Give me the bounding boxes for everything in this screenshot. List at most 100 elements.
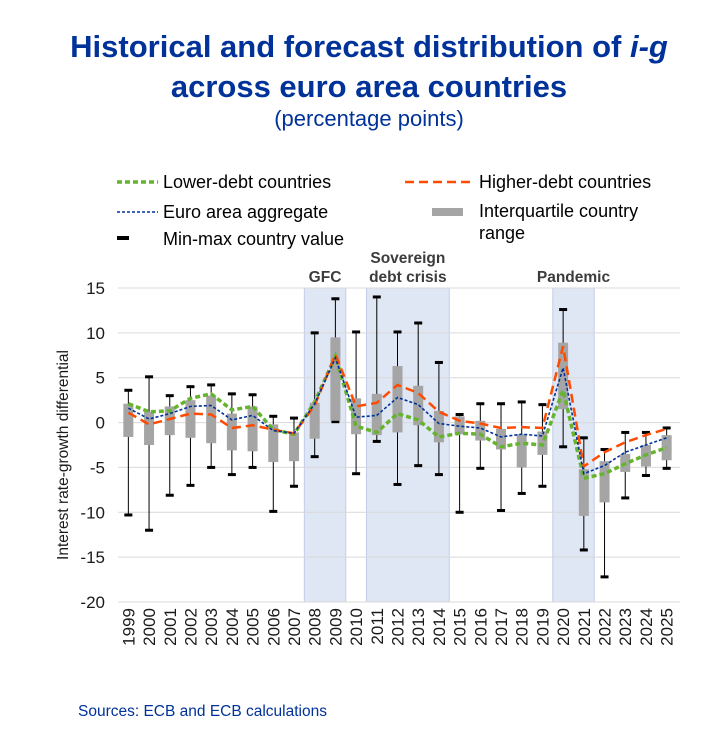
- interquartile-bar: [351, 398, 362, 435]
- y-tick-label: -20: [80, 593, 105, 612]
- max-country-marker: [455, 412, 464, 416]
- interquartile-bar: [330, 337, 341, 421]
- interquartile-bar: [309, 402, 320, 439]
- min-country-marker: [600, 575, 609, 579]
- y-tick-label: -15: [80, 548, 105, 567]
- legend-label-lower-debt: Lower-debt countries: [163, 172, 331, 192]
- min-country-marker: [455, 510, 464, 514]
- x-tick-label: 2012: [389, 608, 408, 646]
- x-tick-label: 2017: [492, 608, 511, 646]
- interquartile-bar: [516, 434, 527, 468]
- max-country-marker: [497, 402, 506, 406]
- x-tick-label: 2011: [368, 608, 387, 645]
- year-distribution: [433, 360, 444, 477]
- x-tick-label: 2013: [409, 608, 428, 646]
- shaded-period-label: Pandemic: [537, 269, 611, 286]
- series-line-euro-area-aggregate: [128, 355, 667, 475]
- legend-label-interquartile-line1: Interquartile country: [479, 201, 638, 221]
- interquartile-bar: [288, 432, 299, 462]
- min-country-marker: [352, 472, 361, 476]
- shaded-period-label: Sovereign: [370, 250, 445, 267]
- max-country-marker: [352, 330, 361, 334]
- interquartile-bar: [268, 424, 279, 463]
- year-distribution: [454, 412, 465, 514]
- min-country-marker: [517, 491, 526, 495]
- y-tick-label: 10: [86, 324, 105, 343]
- shaded-period-label: debt crisis: [369, 269, 447, 286]
- max-country-marker: [186, 385, 195, 389]
- min-country-marker: [393, 482, 402, 486]
- chart-title-line1-text: Historical and forecast distribution of: [70, 29, 622, 64]
- year-distribution: [599, 447, 610, 579]
- max-country-marker: [579, 436, 588, 440]
- min-country-marker: [248, 465, 257, 469]
- interquartile-bar: [247, 406, 258, 452]
- year-distribution: [268, 414, 279, 513]
- y-tick-label: 15: [86, 279, 105, 298]
- interquartile-bar: [578, 469, 589, 516]
- max-country-marker: [145, 375, 154, 379]
- x-tick-label: 2014: [430, 608, 449, 646]
- interquartile-bar: [599, 461, 610, 503]
- max-country-marker: [393, 330, 402, 334]
- shaded-period-label: GFC: [309, 269, 342, 286]
- x-tick-label: 2019: [533, 608, 552, 646]
- interquartile-bar: [206, 395, 217, 444]
- min-country-marker: [124, 513, 133, 517]
- legend-label-higher-debt: Higher-debt countries: [479, 172, 651, 192]
- interquartile-bar: [558, 342, 569, 410]
- max-country-marker: [289, 416, 298, 420]
- max-country-marker: [641, 430, 650, 434]
- x-tick-label: 2005: [244, 608, 263, 646]
- min-country-marker: [579, 548, 588, 552]
- max-country-marker: [559, 308, 568, 312]
- x-tick-label: 2024: [637, 608, 656, 646]
- year-distribution: [144, 375, 155, 532]
- shaded-period-band: [552, 287, 595, 603]
- min-country-marker: [538, 484, 547, 488]
- interquartile-bar: [123, 403, 134, 437]
- y-axis-ticks: 15 10 5 0 -5 -10 -15 -20: [80, 279, 105, 612]
- min-country-marker: [414, 464, 423, 468]
- max-country-marker: [310, 331, 319, 335]
- min-country-marker: [186, 483, 195, 487]
- year-distribution: [309, 331, 320, 459]
- legend: Lower-debt countries Higher-debt countri…: [117, 172, 651, 249]
- x-tick-label: 2008: [306, 608, 325, 646]
- chart-title: Historical and forecast distribution of …: [0, 27, 718, 107]
- legend-item-higher-debt: Higher-debt countries: [405, 172, 651, 192]
- x-tick-label: 1999: [119, 608, 138, 646]
- series-line-higher-debt-countries: [127, 345, 667, 469]
- x-tick-label: 2020: [554, 608, 573, 646]
- min-country-marker: [434, 473, 443, 477]
- max-country-marker: [165, 394, 174, 398]
- year-distribution: [516, 400, 527, 495]
- x-tick-label: 2003: [202, 608, 221, 646]
- series-lines: [127, 345, 668, 481]
- max-country-marker: [517, 400, 526, 404]
- legend-swatch-interquartile: [432, 208, 463, 216]
- y-tick-label: 5: [96, 369, 105, 388]
- x-tick-label: 2007: [285, 608, 304, 646]
- min-country-marker: [269, 509, 278, 513]
- min-country-marker: [476, 466, 485, 470]
- max-country-marker: [621, 430, 630, 434]
- min-country-marker: [559, 445, 568, 449]
- max-country-marker: [124, 388, 133, 392]
- year-distribution: [351, 330, 362, 476]
- legend-item-euro-area: Euro area aggregate: [117, 202, 328, 222]
- max-country-marker: [600, 447, 609, 451]
- max-country-marker: [269, 414, 278, 418]
- min-country-marker: [227, 473, 236, 477]
- y-tick-label: 0: [96, 414, 105, 433]
- shaded-period-band: [303, 287, 347, 603]
- year-distribution: [558, 308, 569, 449]
- year-distribution: [578, 436, 589, 552]
- x-tick-label: 2002: [181, 608, 200, 646]
- max-country-marker: [662, 426, 671, 430]
- legend-item-interquartile: Interquartile country range: [432, 201, 638, 243]
- country-distribution: [123, 295, 672, 579]
- legend-label-min-max: Min-max country value: [163, 229, 344, 249]
- interquartile-bar: [185, 400, 196, 438]
